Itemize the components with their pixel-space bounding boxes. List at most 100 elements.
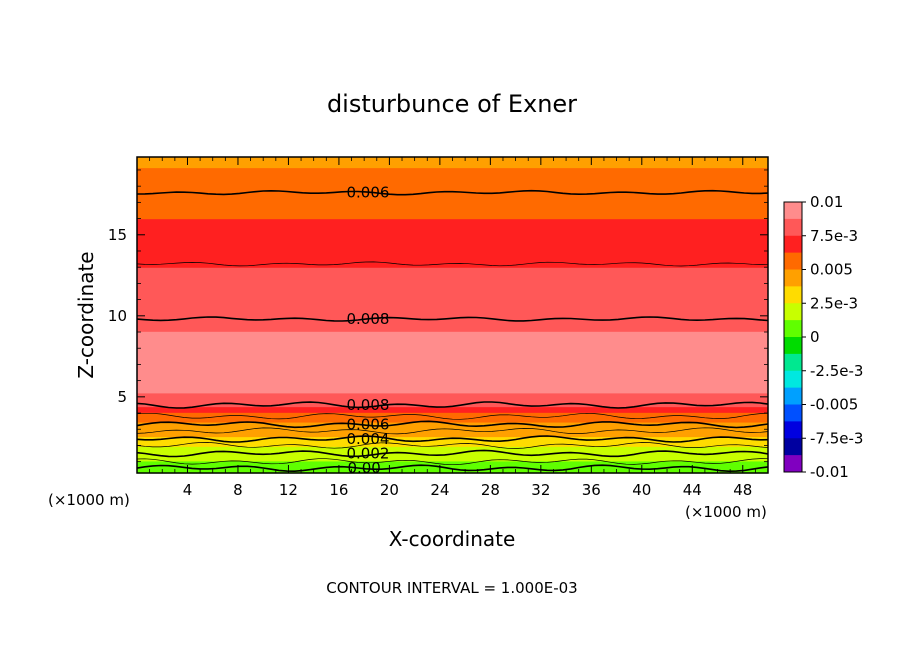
contour-interval-note: CONTOUR INTERVAL = 1.000E-03	[326, 579, 577, 597]
y-tick-label: 5	[117, 388, 127, 406]
colorbar-swatch	[784, 353, 802, 372]
contour-band	[137, 186, 768, 203]
contour-lines	[136, 189, 769, 473]
colorbar-label: -7.5e-3	[810, 429, 863, 447]
x-tick-label: 20	[380, 481, 399, 499]
contour-label-text: 0.008	[346, 310, 389, 328]
contour-label-text: 0.00	[347, 459, 380, 477]
colorbar-swatch	[784, 252, 802, 270]
colorbar-label: -0.005	[810, 396, 858, 414]
colorbar-labels: 0.01 7.5e-3 0.005 2.5e-3 0 -2.5e-3 -0.005 -7.5e…	[802, 193, 863, 481]
contour-band	[137, 455, 768, 462]
colorbar-swatch	[784, 286, 802, 304]
y-axis-ticks: 5 10 15	[108, 169, 768, 463]
contour-label-text: 0.002	[346, 445, 389, 463]
x-tick-label: 44	[683, 481, 702, 499]
contour-band	[137, 436, 768, 442]
contour-band	[137, 331, 768, 346]
colorbar-swatch	[784, 455, 802, 473]
contour-line	[136, 401, 769, 409]
x-tick-label: 8	[233, 481, 243, 499]
colorbar-label: 0.01	[810, 193, 843, 211]
contour-label: 0.002	[346, 445, 389, 463]
colorbar-swatch	[784, 387, 802, 405]
contour-line	[136, 316, 769, 322]
colorbar	[783, 201, 803, 473]
colorbar-label: -0.01	[810, 463, 849, 481]
x-unit-right: (×1000 m)	[685, 503, 767, 521]
colorbar-label: -2.5e-3	[810, 362, 863, 380]
colorbar-swatch	[784, 337, 802, 355]
x-tick-label: 48	[733, 481, 752, 499]
colorbar-swatch	[784, 438, 802, 456]
contour-line	[136, 412, 769, 420]
colorbar-swatch	[784, 404, 802, 422]
x-tick-label: 4	[183, 481, 193, 499]
contour-band	[137, 426, 768, 433]
colorbar-swatch	[784, 202, 802, 220]
y-tick-label: 15	[108, 226, 127, 244]
contour-label-text: 0.006	[346, 184, 389, 202]
contour-fill-layers	[137, 157, 768, 474]
contour-band	[137, 412, 768, 418]
contour-line	[136, 189, 769, 196]
contour-label-text: 0.008	[346, 396, 389, 414]
contour-line	[136, 261, 769, 267]
contour-band	[137, 406, 768, 413]
colorbar-label: 0.005	[810, 261, 853, 279]
colorbar-label: 7.5e-3	[810, 227, 858, 245]
contour-line	[136, 464, 769, 473]
contour-band	[137, 400, 768, 408]
contour-line	[136, 449, 769, 458]
x-axis-ticks: 4 8 12 16 20 24 28 32 36 40 44 48	[149, 157, 756, 499]
max-core-band	[137, 354, 768, 391]
contour-label: 0.008	[346, 396, 389, 414]
contour-line	[136, 435, 769, 443]
colorbar-swatch	[784, 370, 802, 389]
contour-band	[137, 283, 768, 301]
contour-label: 0.006	[346, 415, 389, 433]
contour-line	[136, 420, 769, 429]
x-tick-label: 28	[481, 481, 500, 499]
contour-band	[137, 157, 768, 169]
colorbar-swatch	[784, 218, 802, 237]
x-tick-label: 40	[632, 481, 651, 499]
colorbar-swatch	[784, 235, 802, 254]
contour-band	[137, 446, 768, 452]
contour-label: 0.006	[346, 184, 389, 202]
contour-band	[137, 460, 768, 467]
y-axis-label: Z-coordinate	[74, 251, 98, 378]
x-tick-label: 12	[279, 481, 298, 499]
contour-line	[136, 458, 769, 466]
colorbar-swatch	[784, 421, 802, 439]
contour-band	[137, 218, 768, 236]
x-tick-label: 36	[582, 481, 601, 499]
contour-band	[137, 267, 768, 284]
x-tick-label: 32	[531, 481, 550, 499]
colorbar-swatch	[784, 320, 802, 338]
colorbar-label: 2.5e-3	[810, 294, 858, 312]
colorbar-swatch	[784, 269, 802, 287]
chart-title: disturbunce of Exner	[327, 90, 577, 118]
contour-band	[137, 167, 768, 187]
contour-label-text: 0.004	[346, 430, 389, 448]
x-tick-label: 24	[430, 481, 449, 499]
y-tick-label: 10	[108, 307, 127, 325]
contour-band	[137, 417, 768, 423]
x-tick-label: 16	[329, 481, 348, 499]
contour-band	[137, 431, 768, 438]
contour-band	[137, 202, 768, 220]
colorbar-swatch	[784, 303, 802, 321]
contour-line	[136, 442, 769, 449]
x-unit-left: (×1000 m)	[48, 491, 130, 509]
contour-band	[137, 392, 768, 401]
contour-label-text: 0.006	[346, 415, 389, 433]
contour-label: 0.008	[346, 310, 389, 328]
contour-band	[137, 234, 768, 252]
contour-line	[136, 427, 769, 435]
colorbar-label: 0	[810, 328, 820, 346]
contour-band	[137, 299, 768, 317]
x-axis-label: X-coordinate	[389, 527, 516, 551]
